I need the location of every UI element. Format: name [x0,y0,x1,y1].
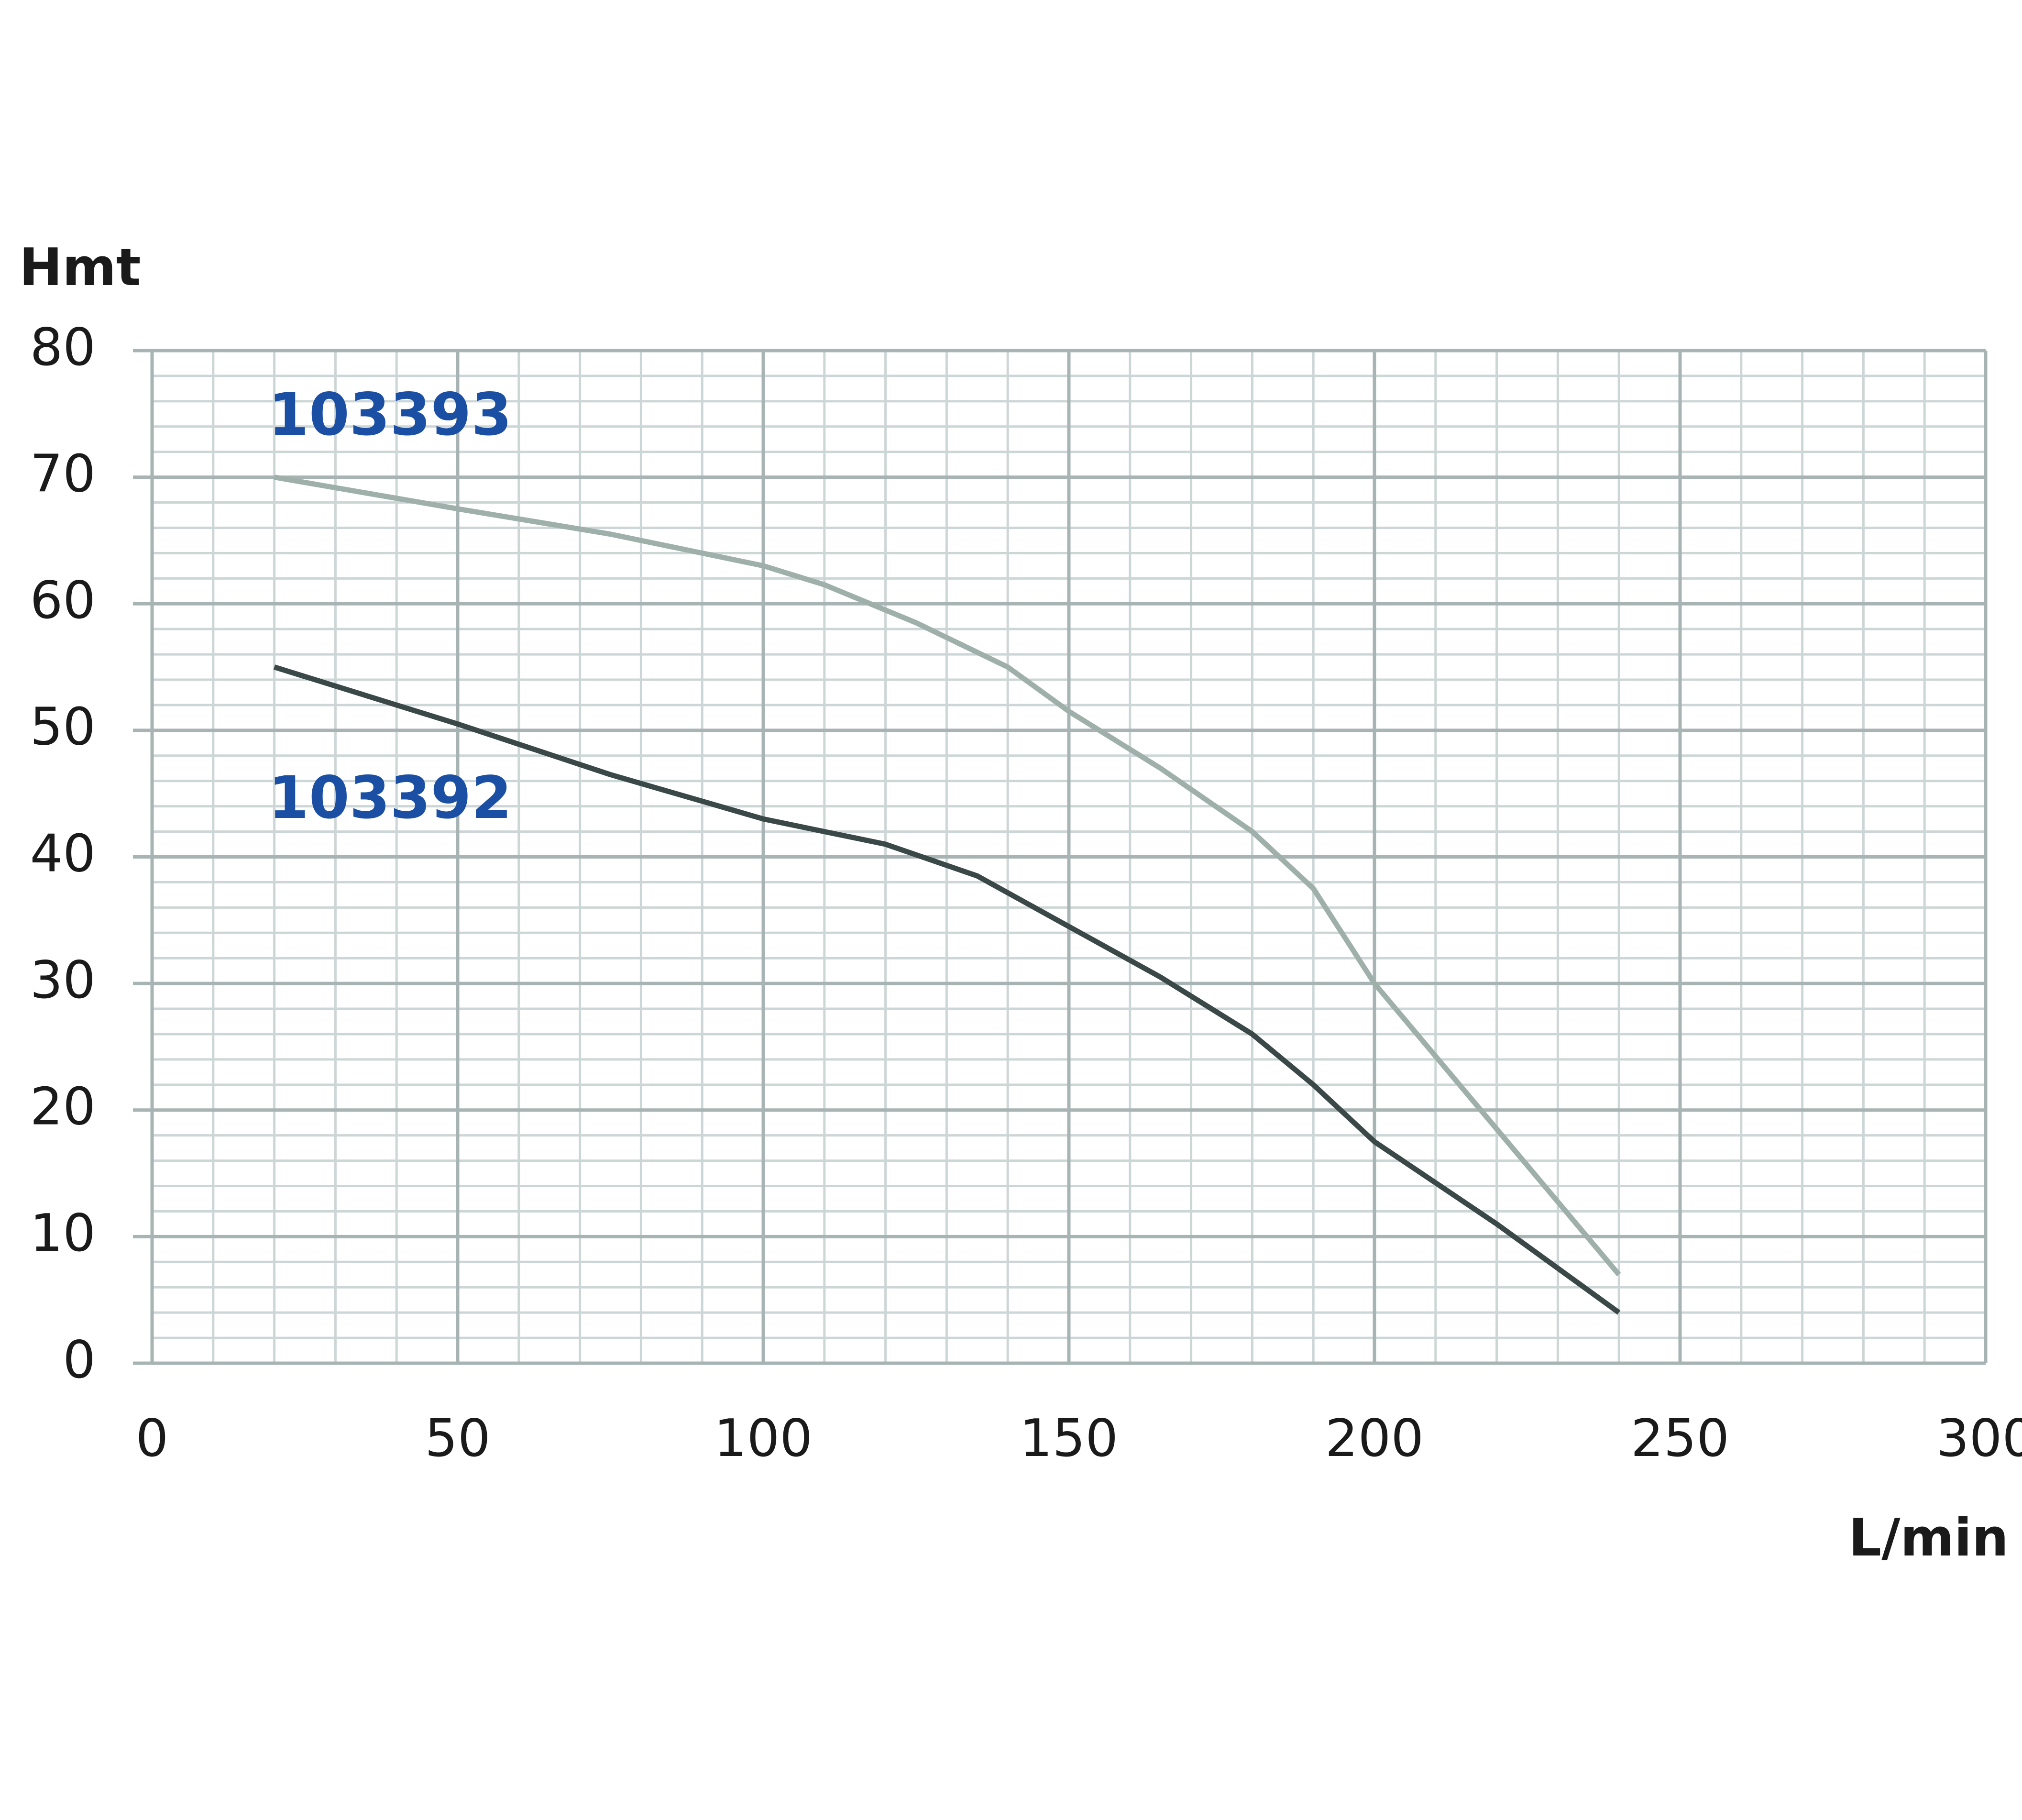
x-tick-label: 0 [136,1409,169,1468]
y-tick-label: 20 [30,1077,96,1137]
y-axis-label: Hmt [19,238,141,298]
x-tick-label: 100 [714,1409,813,1468]
x-tick-label: 150 [1020,1409,1118,1468]
x-tick-label: 200 [1325,1409,1424,1468]
x-tick-label: 300 [1936,1409,2022,1468]
y-tick-label: 40 [30,824,96,883]
y-tick-label: 10 [30,1203,96,1263]
series-line [273,664,1621,1315]
y-tick-label: 60 [30,571,96,630]
x-tick-label: 250 [1631,1409,1729,1468]
y-tick-label: 50 [30,697,96,757]
series-line [274,474,1621,1277]
series-label: 103392 [268,764,512,832]
y-tick-label: 80 [30,318,96,377]
y-tick-label: 30 [30,950,96,1010]
x-axis-label: L/min [1848,1508,2009,1568]
x-tick-label: 50 [425,1409,490,1468]
series-label: 103393 [268,381,512,449]
y-tick-label: 0 [63,1330,96,1390]
y-tick-label: 70 [30,444,96,504]
